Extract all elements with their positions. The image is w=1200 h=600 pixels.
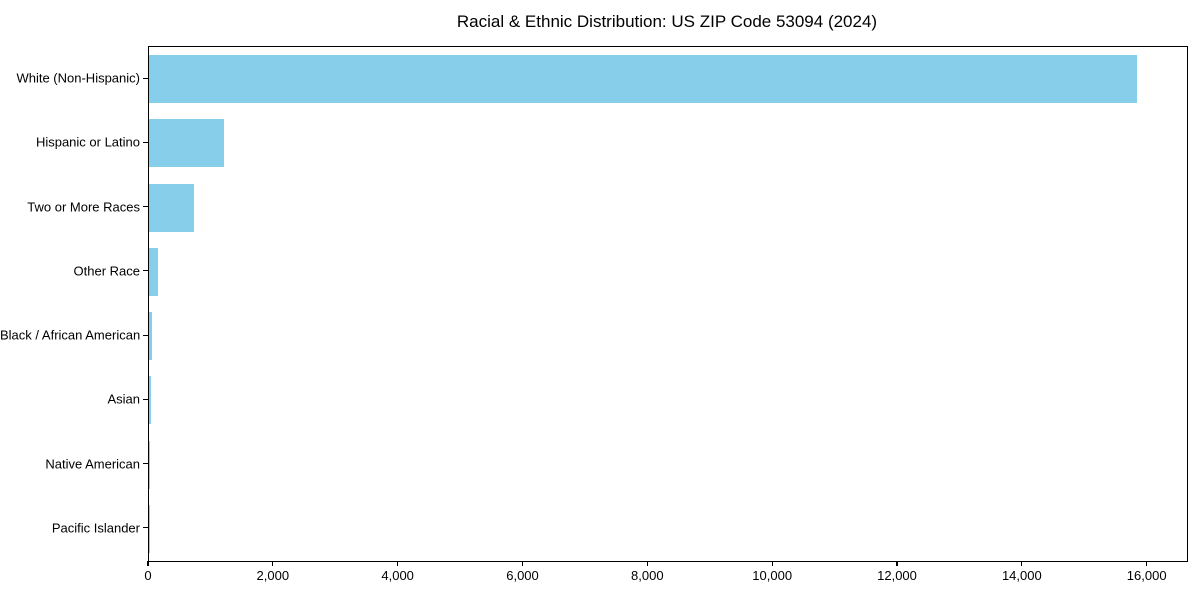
y-axis-tick	[143, 463, 148, 465]
y-axis-category-label: White (Non-Hispanic)	[16, 70, 140, 86]
bar-other-race	[149, 247, 159, 296]
y-axis-tick	[143, 77, 148, 79]
bar-asian	[149, 376, 152, 425]
y-axis-tick	[143, 334, 148, 336]
bar-two-or-more-races	[149, 183, 194, 232]
plot-area	[148, 46, 1188, 562]
y-axis-category-label: Hispanic or Latino	[35, 134, 140, 150]
chart-title: Racial & Ethnic Distribution: US ZIP Cod…	[456, 12, 878, 31]
bar-pacific-islander	[149, 504, 150, 553]
y-axis-category-label: Asian	[107, 391, 140, 407]
x-axis-tick	[272, 561, 274, 566]
x-axis-tick-label: 4,000	[381, 568, 414, 583]
y-axis-tick	[143, 398, 148, 400]
bar-native-american	[149, 440, 150, 489]
y-axis-tick	[143, 141, 148, 143]
x-axis-tick	[397, 561, 399, 566]
x-axis-tick-label: 10,000	[752, 568, 793, 583]
bar-white-non-hispanic	[149, 55, 1138, 104]
x-axis-tick	[1146, 561, 1148, 566]
x-axis-tick-label: 14,000	[1001, 568, 1042, 583]
x-axis-tick	[896, 561, 898, 566]
y-axis-category-label: Black / African American	[0, 327, 141, 343]
y-axis-category-label: Other Race	[73, 263, 140, 279]
x-axis-tick	[771, 561, 773, 566]
x-axis-tick	[147, 561, 149, 566]
bar-hispanic-or-latino	[149, 119, 224, 168]
y-axis-tick	[143, 270, 148, 272]
x-axis-tick-label: 12,000	[877, 568, 917, 583]
y-axis-category-label: Native American	[45, 456, 140, 472]
x-axis-tick-label: 8,000	[631, 568, 664, 583]
x-axis-tick-label: 0	[144, 568, 152, 583]
y-axis-category-label: Pacific Islander	[51, 520, 140, 536]
bar-black-african-american	[149, 312, 153, 361]
x-axis-tick	[1021, 561, 1023, 566]
x-axis-tick	[521, 561, 524, 566]
x-axis-tick-label: 2,000	[256, 568, 290, 583]
y-axis-category-label: Two or More Races	[27, 199, 140, 215]
x-axis-tick-label: 16,000	[1126, 568, 1167, 583]
x-axis-tick-label: 6,000	[506, 568, 539, 583]
x-axis-tick	[646, 561, 648, 566]
y-axis-tick	[143, 206, 148, 208]
y-axis-tick	[143, 527, 148, 529]
